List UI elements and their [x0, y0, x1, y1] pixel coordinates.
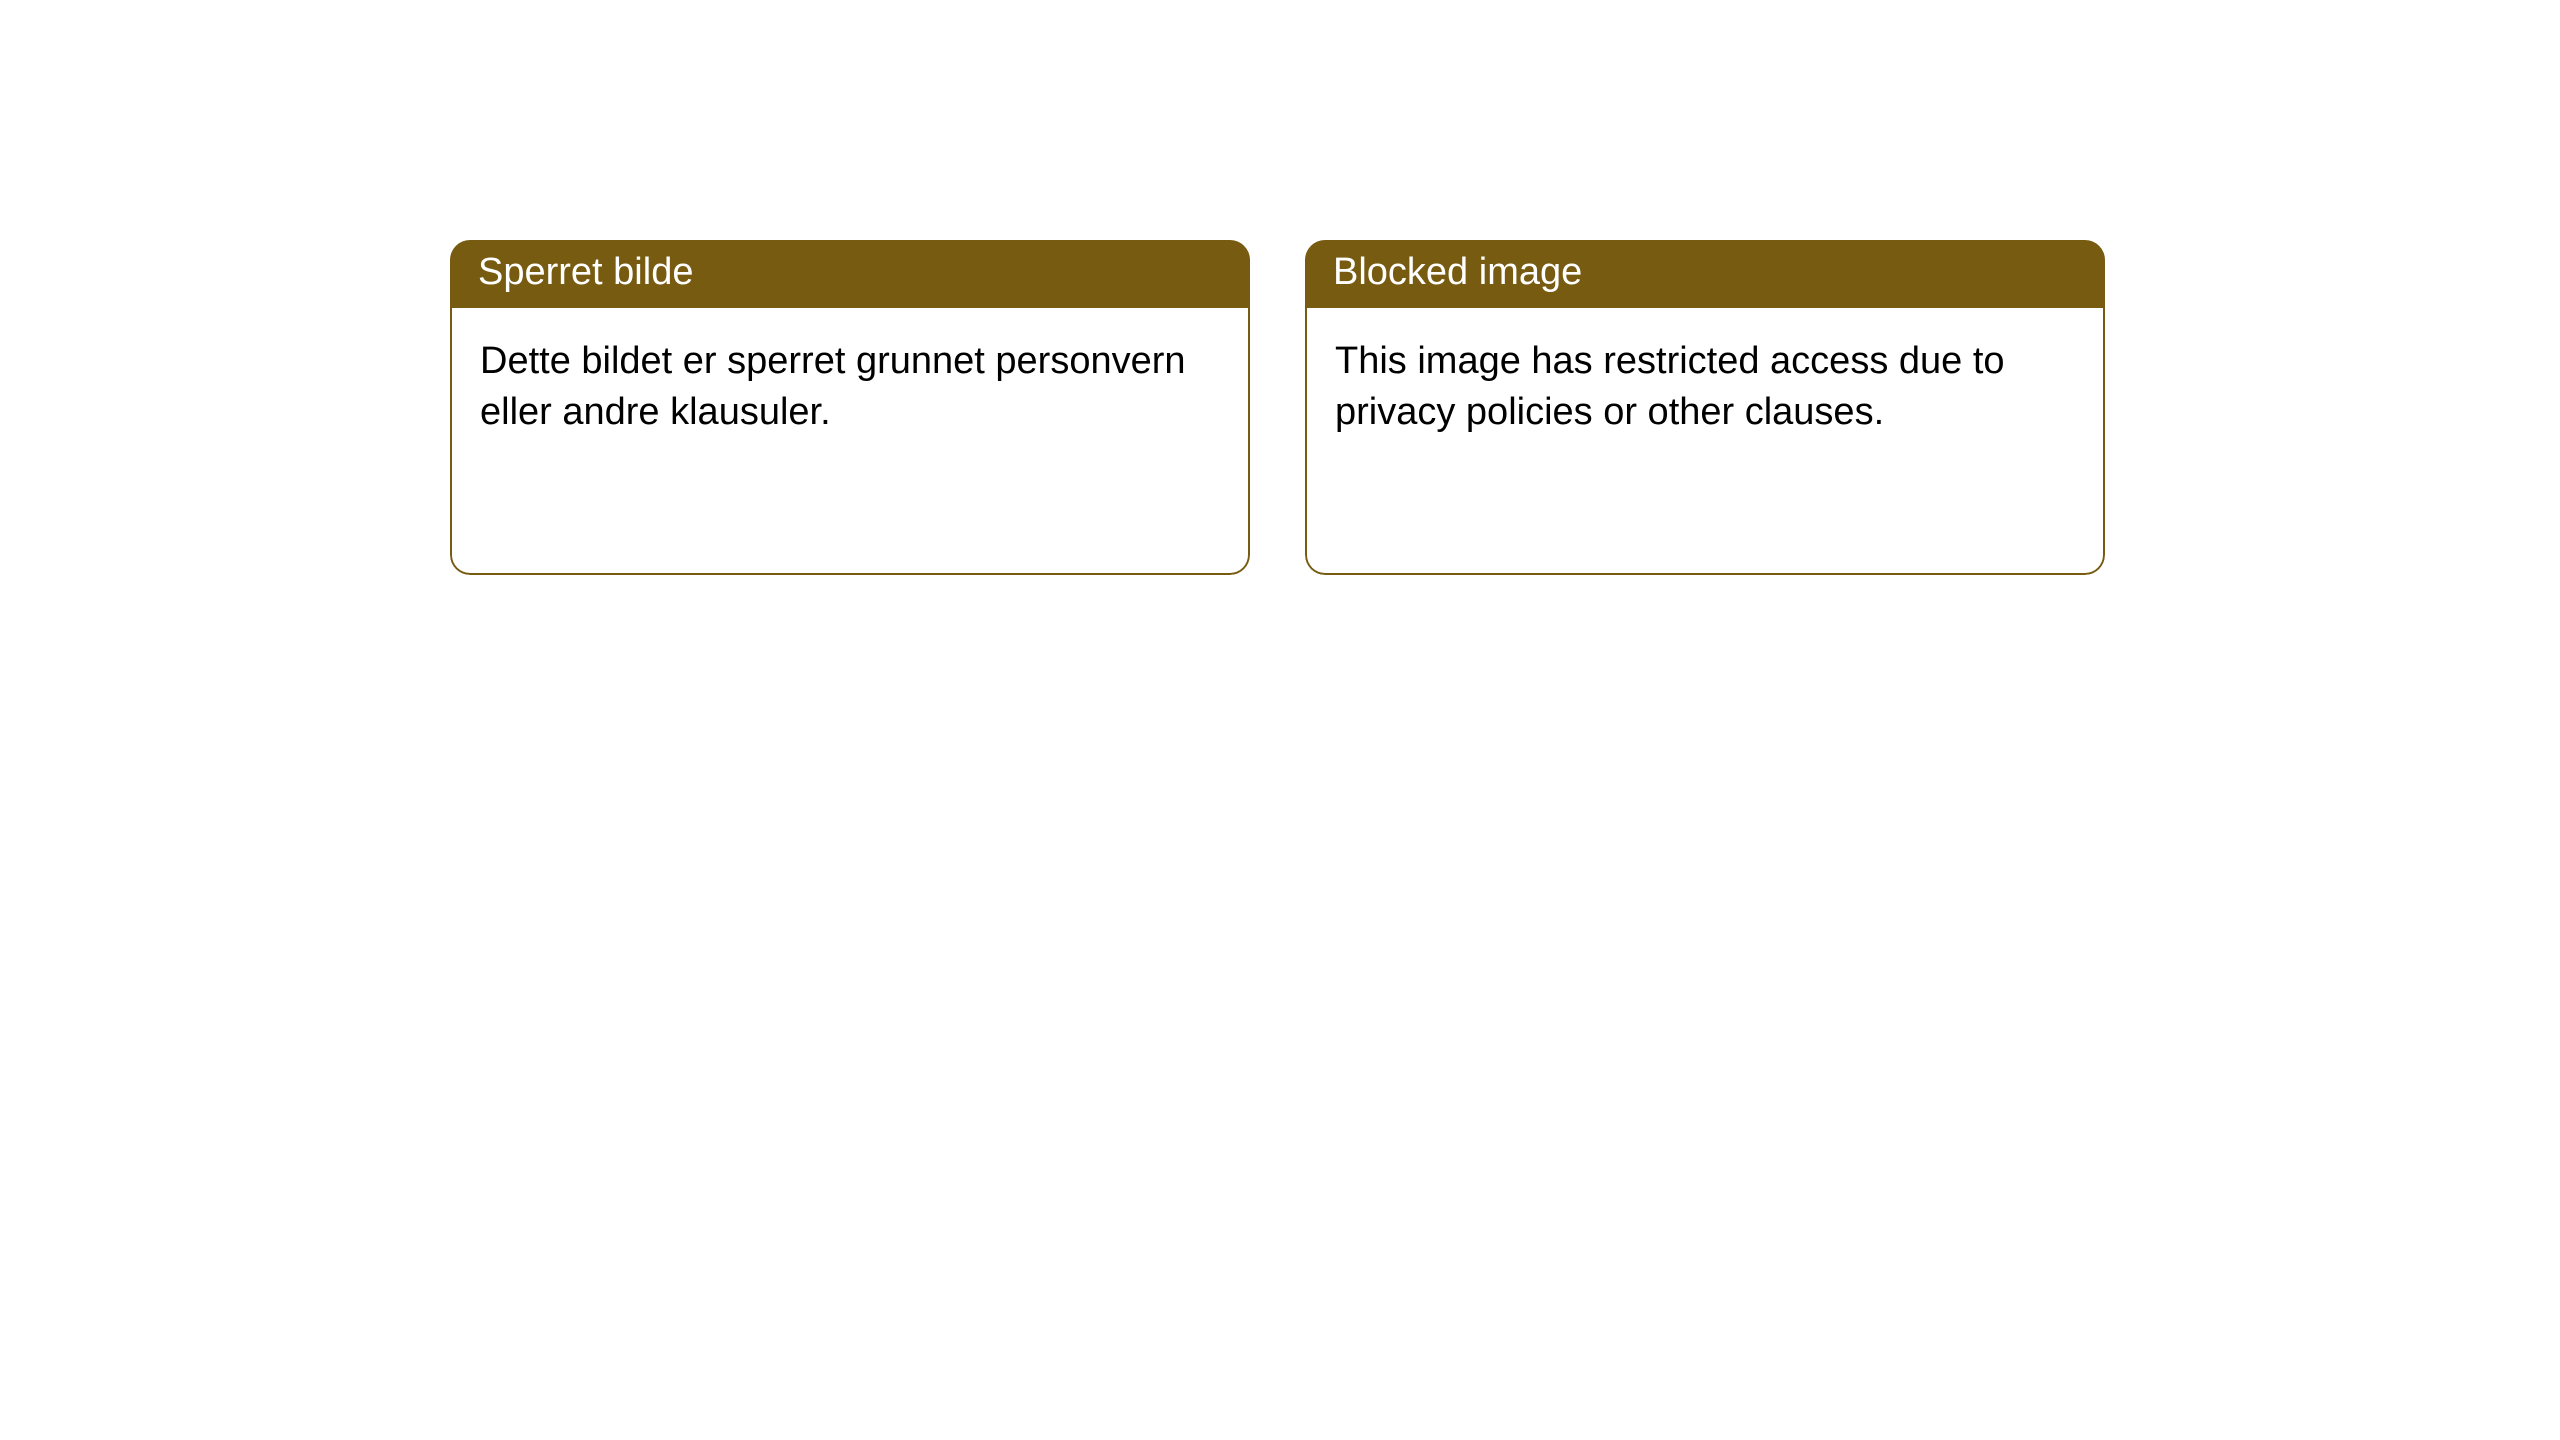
notice-card-norwegian: Sperret bilde Dette bildet er sperret gr… [450, 240, 1250, 575]
card-body: Dette bildet er sperret grunnet personve… [450, 308, 1250, 575]
card-header: Sperret bilde [450, 240, 1250, 308]
card-body: This image has restricted access due to … [1305, 308, 2105, 575]
card-header: Blocked image [1305, 240, 2105, 308]
notice-container: Sperret bilde Dette bildet er sperret gr… [0, 0, 2560, 575]
notice-card-english: Blocked image This image has restricted … [1305, 240, 2105, 575]
